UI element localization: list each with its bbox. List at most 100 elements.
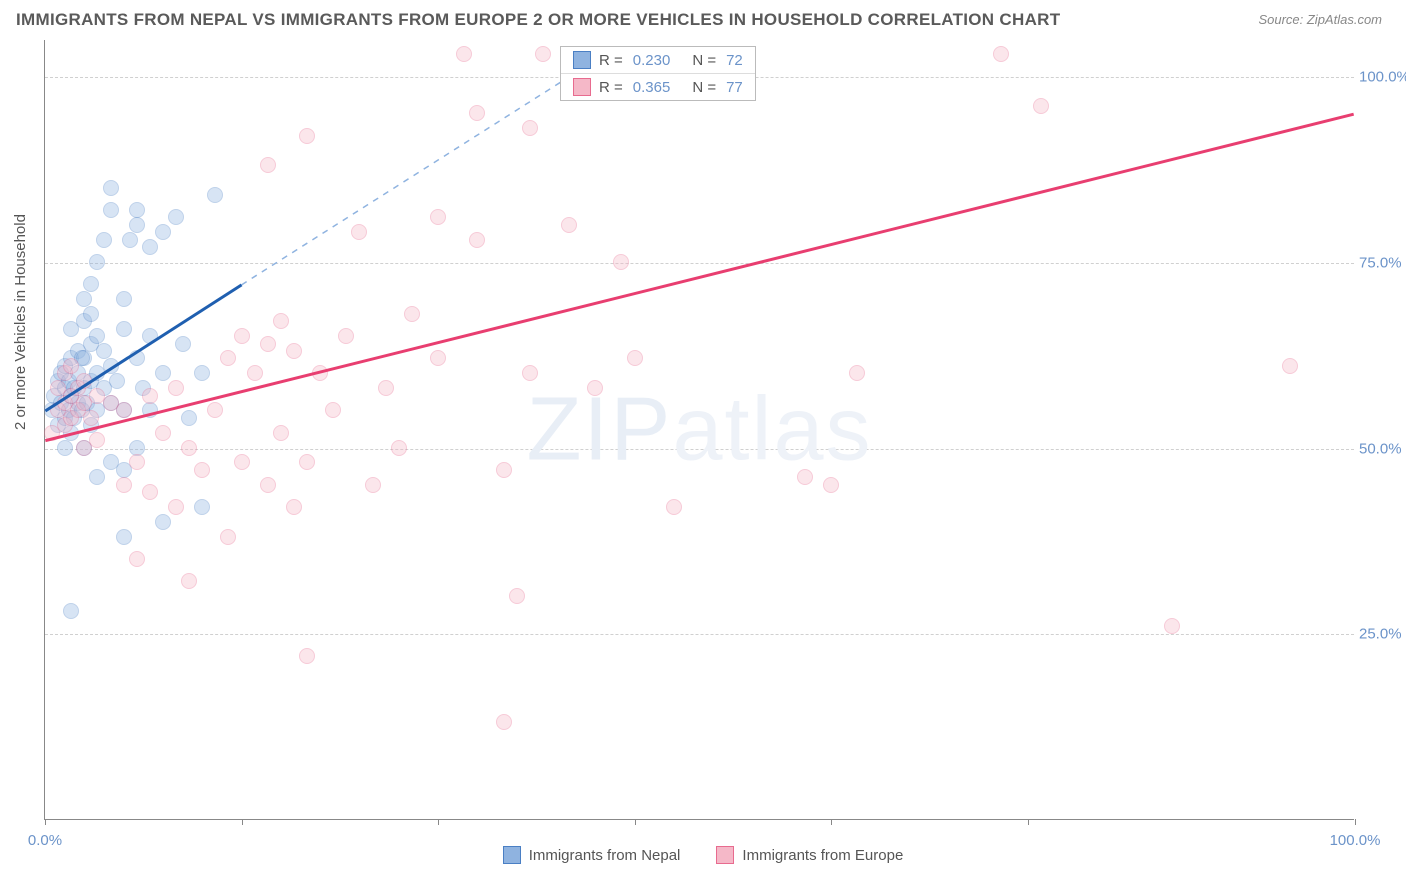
data-point bbox=[181, 573, 197, 589]
data-point bbox=[522, 365, 538, 381]
data-point bbox=[469, 105, 485, 121]
data-point bbox=[797, 469, 813, 485]
data-point bbox=[496, 714, 512, 730]
n-value: 77 bbox=[726, 79, 743, 96]
data-point bbox=[116, 477, 132, 493]
x-tick bbox=[635, 819, 636, 825]
data-point bbox=[666, 499, 682, 515]
source-label: Source: ZipAtlas.com bbox=[1258, 12, 1382, 27]
data-point bbox=[63, 603, 79, 619]
grid-line bbox=[45, 263, 1354, 264]
n-value: 72 bbox=[726, 52, 743, 69]
data-point bbox=[194, 499, 210, 515]
data-point bbox=[469, 232, 485, 248]
data-point bbox=[194, 365, 210, 381]
y-tick-label: 25.0% bbox=[1359, 626, 1406, 643]
watermark: ZIPatlas bbox=[526, 378, 872, 481]
data-point bbox=[155, 425, 171, 441]
data-point bbox=[181, 440, 197, 456]
data-point bbox=[168, 380, 184, 396]
data-point bbox=[142, 388, 158, 404]
data-point bbox=[89, 254, 105, 270]
data-point bbox=[378, 380, 394, 396]
plot-area: ZIPatlas 25.0%50.0%75.0%100.0%0.0%100.0% bbox=[44, 40, 1354, 820]
data-point bbox=[129, 217, 145, 233]
data-point bbox=[207, 187, 223, 203]
y-axis-title: 2 or more Vehicles in Household bbox=[12, 214, 29, 430]
data-point bbox=[993, 46, 1009, 62]
n-label: N = bbox=[692, 79, 716, 96]
data-point bbox=[496, 462, 512, 478]
data-point bbox=[535, 46, 551, 62]
x-tick bbox=[45, 819, 46, 825]
swatch-icon bbox=[573, 78, 591, 96]
data-point bbox=[116, 402, 132, 418]
data-point bbox=[96, 343, 112, 359]
data-point bbox=[561, 217, 577, 233]
x-tick bbox=[1355, 819, 1356, 825]
x-tick bbox=[1028, 819, 1029, 825]
x-tick bbox=[242, 819, 243, 825]
swatch-icon bbox=[573, 51, 591, 69]
data-point bbox=[286, 343, 302, 359]
data-point bbox=[312, 365, 328, 381]
x-tick bbox=[831, 819, 832, 825]
data-point bbox=[129, 440, 145, 456]
legend-item: Immigrants from Nepal bbox=[503, 846, 681, 864]
data-point bbox=[391, 440, 407, 456]
n-label: N = bbox=[692, 52, 716, 69]
data-point bbox=[129, 202, 145, 218]
data-point bbox=[129, 454, 145, 470]
stats-row: R =0.365N =77 bbox=[561, 73, 755, 100]
data-point bbox=[142, 402, 158, 418]
data-point bbox=[247, 365, 263, 381]
data-point bbox=[522, 120, 538, 136]
data-point bbox=[365, 477, 381, 493]
data-point bbox=[338, 328, 354, 344]
data-point bbox=[142, 328, 158, 344]
grid-line bbox=[45, 634, 1354, 635]
data-point bbox=[509, 588, 525, 604]
data-point bbox=[83, 306, 99, 322]
data-point bbox=[1033, 98, 1049, 114]
trend-lines bbox=[45, 40, 1354, 819]
r-label: R = bbox=[599, 79, 623, 96]
data-point bbox=[142, 484, 158, 500]
legend-item: Immigrants from Europe bbox=[716, 846, 903, 864]
data-point bbox=[207, 402, 223, 418]
data-point bbox=[456, 46, 472, 62]
legend-label: Immigrants from Nepal bbox=[529, 847, 681, 864]
data-point bbox=[299, 648, 315, 664]
data-point bbox=[181, 410, 197, 426]
data-point bbox=[76, 291, 92, 307]
data-point bbox=[83, 410, 99, 426]
data-point bbox=[175, 336, 191, 352]
data-point bbox=[103, 180, 119, 196]
data-point bbox=[351, 224, 367, 240]
data-point bbox=[63, 358, 79, 374]
data-point bbox=[155, 224, 171, 240]
legend-label: Immigrants from Europe bbox=[742, 847, 903, 864]
data-point bbox=[286, 499, 302, 515]
bottom-legend: Immigrants from Nepal Immigrants from Eur… bbox=[0, 846, 1406, 864]
data-point bbox=[89, 432, 105, 448]
grid-line bbox=[45, 449, 1354, 450]
data-point bbox=[89, 469, 105, 485]
y-tick-label: 100.0% bbox=[1359, 69, 1406, 86]
data-point bbox=[122, 232, 138, 248]
data-point bbox=[116, 321, 132, 337]
data-point bbox=[613, 254, 629, 270]
data-point bbox=[325, 402, 341, 418]
data-point bbox=[220, 529, 236, 545]
data-point bbox=[103, 358, 119, 374]
data-point bbox=[299, 454, 315, 470]
data-point bbox=[103, 202, 119, 218]
stats-legend: R =0.230N =72R =0.365N =77 bbox=[560, 46, 756, 101]
data-point bbox=[76, 373, 92, 389]
data-point bbox=[109, 373, 125, 389]
data-point bbox=[83, 276, 99, 292]
data-point bbox=[849, 365, 865, 381]
data-point bbox=[129, 551, 145, 567]
data-point bbox=[96, 232, 112, 248]
r-label: R = bbox=[599, 52, 623, 69]
